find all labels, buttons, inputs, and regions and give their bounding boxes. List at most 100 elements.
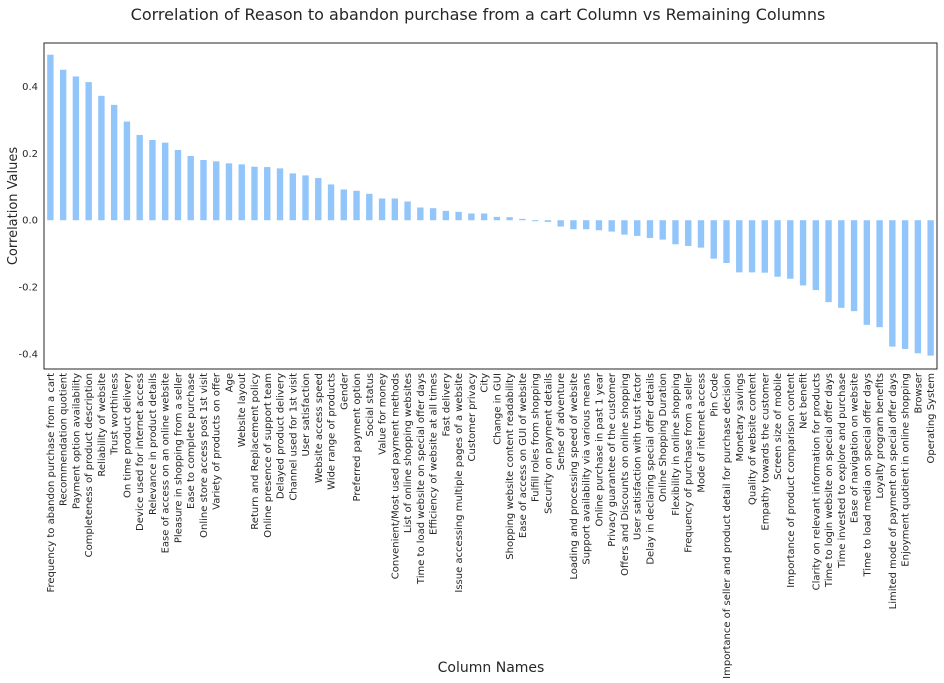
- x-tick-label-63: Ease of navigation on website: [850, 373, 861, 523]
- bar-10: [174, 149, 182, 221]
- bar-9: [162, 142, 169, 221]
- bar-25: [366, 193, 373, 221]
- bar-33: [468, 213, 475, 221]
- bar-64: [863, 220, 871, 325]
- x-tick-label-47: Delay in declaring special offer details: [645, 373, 656, 565]
- x-tick-label-43: Online purchase in past 1 year: [594, 372, 605, 526]
- x-tick-label-69: Operating System: [926, 373, 937, 463]
- y-axis-label: Correlation Values: [6, 147, 21, 266]
- bar-40: [557, 220, 564, 227]
- x-tick-label-3: Completeness of product description: [84, 373, 95, 557]
- bar-50: [685, 220, 692, 246]
- x-tick-label-0: Frequency to abandon purchase from a car…: [46, 373, 57, 593]
- y-axis-ticks: -0.4 -0.2 0.0 0.2 0.4: [18, 82, 38, 360]
- x-tick-label-17: Online presence of support team: [263, 373, 274, 538]
- x-tick-label-68: Browser: [913, 372, 924, 413]
- bar-11: [187, 156, 194, 221]
- x-tick-label-45: Offers and Discounts on online shopping: [620, 373, 631, 576]
- x-tick-label-46: User satisfaction with trust factor: [633, 372, 644, 540]
- x-axis-label: Column Names: [438, 660, 545, 676]
- x-tick-label-39: Security on payment details: [543, 373, 554, 514]
- bar-54: [736, 220, 743, 273]
- x-tick-label-67: Enjoyment quotient in online shopping: [901, 373, 912, 567]
- bar-34: [480, 213, 488, 221]
- bar-13: [213, 161, 220, 221]
- x-tick-label-21: Website access speed: [314, 373, 325, 483]
- x-tick-label-25: Social status: [365, 373, 376, 437]
- bar-31: [442, 210, 450, 221]
- bar-52: [710, 220, 717, 259]
- bar-14: [225, 163, 233, 221]
- y-tick-label-1: -0.2: [18, 283, 38, 294]
- bar-24: [353, 190, 360, 221]
- bar-15: [238, 164, 245, 221]
- x-tick-label-31: Fast delivery: [441, 373, 452, 437]
- bar-63: [850, 220, 858, 312]
- bar-66: [889, 220, 896, 347]
- y-tick-label-2: 0.0: [22, 216, 38, 227]
- plot-frame: [43, 42, 938, 370]
- x-tick-label-20: User satisfaction: [301, 373, 312, 457]
- x-tick-label-35: Change in GUI: [492, 373, 503, 445]
- x-tick-label-64: Time to load media on special offer days: [862, 373, 873, 578]
- x-tick-label-9: Ease of access on an online website: [161, 373, 172, 553]
- bar-26: [378, 198, 386, 221]
- x-tick-label-27: Convenient/Most used payment methods: [390, 373, 401, 579]
- bar-38: [531, 220, 539, 222]
- x-tick-label-4: Reliability of website: [97, 373, 108, 477]
- x-tick-label-57: Screen size of mobile: [773, 373, 784, 480]
- bar-69: [927, 220, 934, 356]
- x-tick-label-53: Importance of seller and product detail …: [722, 373, 733, 679]
- x-tick-label-32: Issue accessing multiple pages of a webs…: [454, 373, 465, 593]
- bar-59: [799, 220, 807, 286]
- bar-45: [621, 220, 628, 235]
- bar-30: [429, 208, 437, 221]
- bar-12: [200, 160, 207, 221]
- bar-5: [110, 104, 118, 221]
- x-tick-label-56: Empathy towards the customer: [760, 372, 771, 530]
- x-tick-label-10: Pleasure in shopping from a seller: [173, 372, 184, 543]
- bars-group: [47, 54, 934, 356]
- x-tick-label-22: Wide range of products: [327, 373, 338, 490]
- x-tick-label-42: Support availability via various means: [582, 373, 593, 565]
- x-tick-label-50: Frequency of purchase from a seller: [684, 372, 695, 553]
- bar-44: [608, 220, 615, 232]
- bar-17: [264, 167, 271, 221]
- bar-6: [123, 121, 131, 221]
- bar-60: [812, 220, 819, 291]
- bar-61: [825, 220, 832, 303]
- bar-27: [391, 198, 399, 221]
- bar-8: [149, 139, 156, 221]
- y-tick-label-0: -0.4: [18, 349, 38, 360]
- x-tick-label-44: Privacy guarantee of the customer: [607, 372, 618, 547]
- x-axis-ticks: Frequency to abandon purchase from a car…: [46, 372, 937, 679]
- x-tick-label-34: City: [480, 373, 491, 393]
- x-tick-label-1: Recommendation quotient: [59, 373, 70, 506]
- x-tick-label-54: Monetary savings: [735, 373, 746, 461]
- bar-48: [659, 220, 666, 240]
- bar-20: [302, 175, 309, 221]
- bar-57: [774, 220, 781, 277]
- x-tick-label-51: Mode of internet access: [696, 373, 707, 493]
- bar-19: [289, 173, 296, 221]
- x-tick-label-36: Shopping website content readability: [505, 373, 516, 560]
- bar-22: [327, 184, 335, 221]
- bar-42: [582, 220, 590, 230]
- x-tick-label-6: On time product delivery: [122, 373, 133, 498]
- x-tick-label-65: Loyalty program benefits: [875, 373, 886, 499]
- bar-4: [98, 95, 105, 221]
- x-tick-label-33: Customer privacy: [467, 373, 478, 462]
- bar-56: [761, 220, 768, 273]
- bar-3: [85, 82, 92, 221]
- x-tick-label-52: Pin Code: [709, 373, 720, 417]
- bar-2: [72, 76, 80, 221]
- x-tick-label-5: Trust worthiness: [110, 373, 121, 456]
- x-tick-label-58: Importance of product comparison content: [786, 373, 797, 588]
- x-tick-label-18: Delayed product delivery: [276, 373, 287, 499]
- y-tick-label-4: 0.4: [22, 82, 38, 93]
- x-tick-label-13: Variety of products on offer: [212, 372, 223, 510]
- bar-68: [914, 220, 922, 354]
- x-tick-label-23: Gender: [339, 372, 350, 410]
- x-tick-label-28: List of online shopping websites: [403, 373, 414, 533]
- bar-37: [519, 218, 526, 221]
